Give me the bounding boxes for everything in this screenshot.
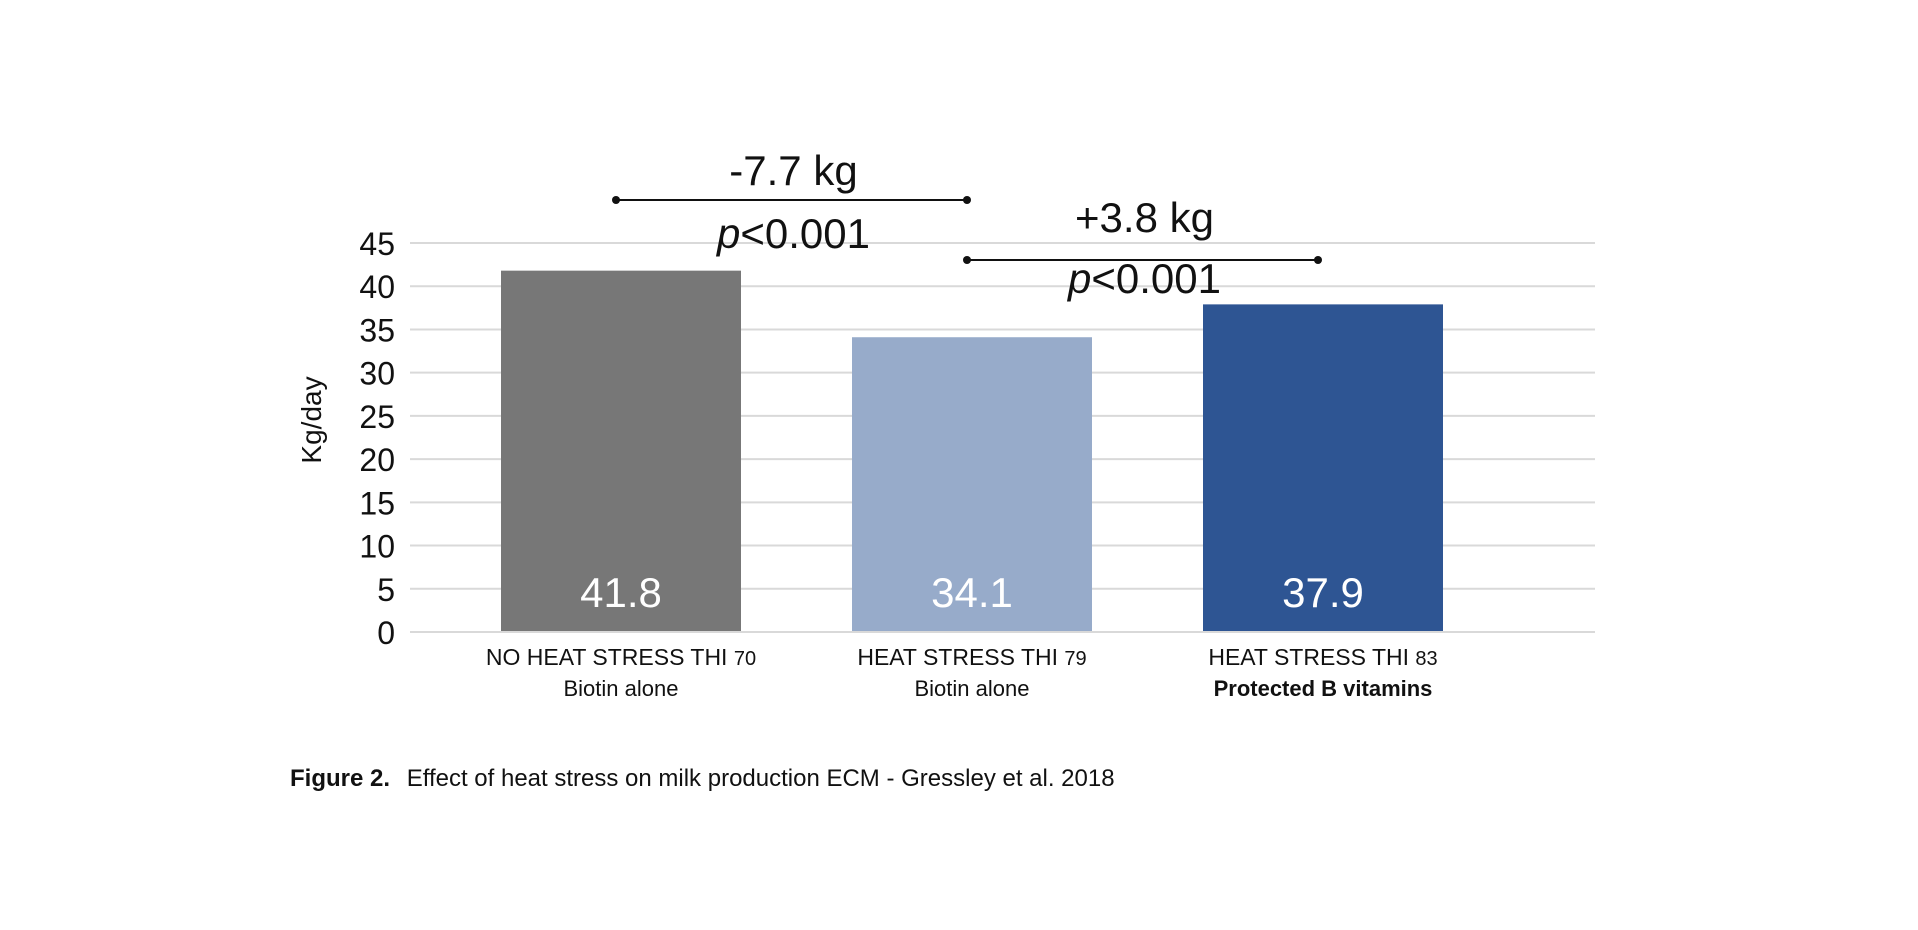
y-tick-label: 45	[359, 226, 395, 262]
y-axis-ticks: 0 5 10 15 20 25 30 35 40 45	[359, 226, 395, 651]
difference-label: -7.7 kg	[729, 147, 857, 194]
y-tick-label: 20	[359, 442, 395, 478]
caption-label: Figure 2.	[290, 765, 391, 792]
category-label: HEAT STRESS THI 79	[857, 644, 1086, 670]
bar	[1203, 304, 1443, 632]
bar	[852, 337, 1092, 632]
bracket-endpoint	[963, 196, 971, 204]
y-axis-label: Kg/day	[296, 376, 327, 463]
bracket-endpoint	[1314, 256, 1322, 264]
thi-value: 70	[734, 648, 756, 670]
thi-value: 79	[1064, 648, 1086, 670]
bars: 41.8 34.1 37.9	[410, 270, 1595, 633]
category-sublabel: Protected B vitamins	[1214, 676, 1433, 701]
bracket-endpoint	[963, 256, 971, 264]
y-tick-label: 5	[377, 572, 395, 608]
significance-annotations: -7.7 kg p<0.001 +3.8 kg p<0.001	[612, 147, 1322, 302]
category-label: NO HEAT STRESS THI 70	[486, 644, 756, 670]
category-labels: NO HEAT STRESS THI 70 Biotin alone HEAT ST…	[486, 644, 1438, 701]
thi-value: 83	[1415, 648, 1437, 670]
y-tick-label: 0	[377, 615, 395, 651]
y-tick-label: 35	[359, 312, 395, 348]
y-tick-label: 10	[359, 529, 395, 565]
p-value-label: p<0.001	[1066, 255, 1221, 302]
caption-text: Effect of heat stress on milk production…	[406, 765, 1115, 792]
bar-value-label: 37.9	[1282, 569, 1364, 616]
category-label: HEAT STRESS THI 83	[1208, 644, 1437, 670]
category-sublabel: Biotin alone	[564, 676, 679, 701]
bar	[501, 270, 741, 632]
difference-label: +3.8 kg	[1075, 194, 1214, 241]
bracket-endpoint	[612, 196, 620, 204]
figure-caption: Figure 2. Effect of heat stress on milk …	[290, 765, 1115, 793]
bar-value-label: 34.1	[931, 569, 1013, 616]
category-sublabel: Biotin alone	[915, 676, 1030, 701]
bar-value-label: 41.8	[580, 569, 662, 616]
y-tick-label: 25	[359, 399, 395, 435]
y-tick-label: 30	[359, 356, 395, 392]
y-tick-label: 40	[359, 269, 395, 305]
p-value-label: p<0.001	[715, 210, 870, 257]
y-tick-label: 15	[359, 485, 395, 521]
